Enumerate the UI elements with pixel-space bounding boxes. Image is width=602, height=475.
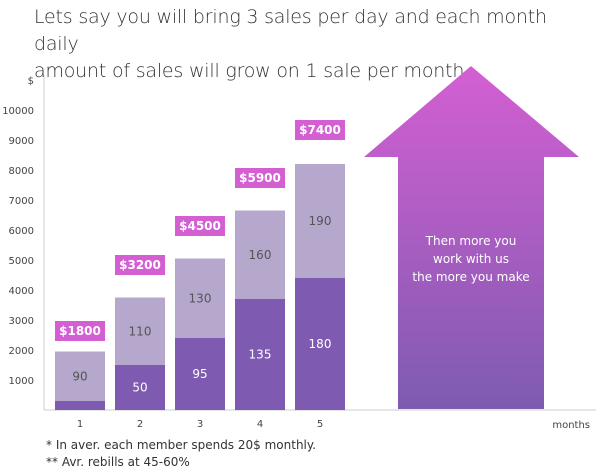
arrow-text-line-1: Then more you — [425, 234, 517, 248]
bar-segment-label: 190 — [309, 214, 332, 228]
title-line-2: amount of sales will grow on 1 sale per … — [34, 60, 471, 82]
up-arrow-shape — [364, 66, 579, 409]
bar-segment-1 — [55, 401, 105, 410]
bar-segment-label: 110 — [129, 324, 152, 338]
bar-segment-1 — [175, 338, 225, 410]
bar-total-box — [115, 255, 165, 275]
bar-segment-label: 95 — [192, 367, 207, 381]
bar-segment-label: 180 — [309, 337, 332, 351]
bars: 190$1800250110$3200395130$45004135160$59… — [55, 120, 345, 430]
x-tick-label: 3 — [197, 419, 203, 430]
bar-segment-label: 135 — [249, 348, 272, 362]
y-tick-label: 2000 — [9, 346, 34, 357]
bar-segment-1 — [115, 365, 165, 410]
bar-total-label: $5900 — [239, 171, 281, 185]
footnotes: * In aver. each member spends 20$ monthl… — [46, 437, 316, 471]
bar-segment-2 — [235, 210, 285, 299]
x-tick-label: 2 — [137, 419, 143, 430]
bar-segment-label: 90 — [72, 369, 87, 383]
bar-total-label: $1800 — [59, 324, 101, 338]
bar-total-label: $4500 — [179, 219, 221, 233]
bar-total-box — [295, 120, 345, 140]
bar-total-label: $3200 — [119, 258, 161, 272]
y-tick-label: 4000 — [9, 286, 34, 297]
y-tick-label: 6000 — [9, 226, 34, 237]
bar-segment-2 — [115, 297, 165, 365]
chart-title: Lets say you will bring 3 sales per day … — [34, 4, 594, 85]
growth-arrow: Then more you work with us the more you … — [364, 66, 579, 409]
y-tick-label: 7000 — [9, 196, 34, 207]
y-tick-label: 3000 — [9, 316, 34, 327]
bar-segment-2 — [55, 351, 105, 401]
bar-segment-2 — [295, 164, 345, 278]
title-line-1: Lets say you will bring 3 sales per day … — [34, 6, 547, 55]
y-axis-label: $ — [28, 76, 34, 87]
bar-total-box — [175, 216, 225, 236]
x-tick-label: 1 — [77, 419, 83, 430]
y-tick-label: 9000 — [9, 136, 34, 147]
bar-segment-2 — [175, 258, 225, 338]
x-axis-label: months — [552, 420, 590, 431]
x-tick-label: 5 — [317, 419, 323, 430]
bar-total-label: $7400 — [299, 123, 341, 137]
y-tick-label: 10000 — [2, 106, 34, 117]
bar-segment-1 — [235, 299, 285, 410]
bar-total-box — [55, 321, 105, 341]
bar-total-box — [235, 168, 285, 188]
arrow-text-line-3: the more you make — [412, 270, 529, 284]
y-tick-label: 8000 — [9, 166, 34, 177]
arrow-text-line-2: work with us — [433, 252, 509, 266]
footnote-1: * In aver. each member spends 20$ monthl… — [46, 438, 317, 452]
x-tick-label: 4 — [257, 419, 263, 430]
bar-segment-label: 160 — [249, 248, 272, 262]
bar-segment-label: 130 — [189, 291, 212, 305]
bar-segment-1 — [295, 278, 345, 410]
footnote-2: ** Avr. rebills at 45-60% — [46, 455, 190, 469]
y-tick-label: 1000 — [9, 376, 34, 387]
y-tick-label: 5000 — [9, 256, 34, 267]
bar-segment-label: 50 — [132, 381, 147, 395]
